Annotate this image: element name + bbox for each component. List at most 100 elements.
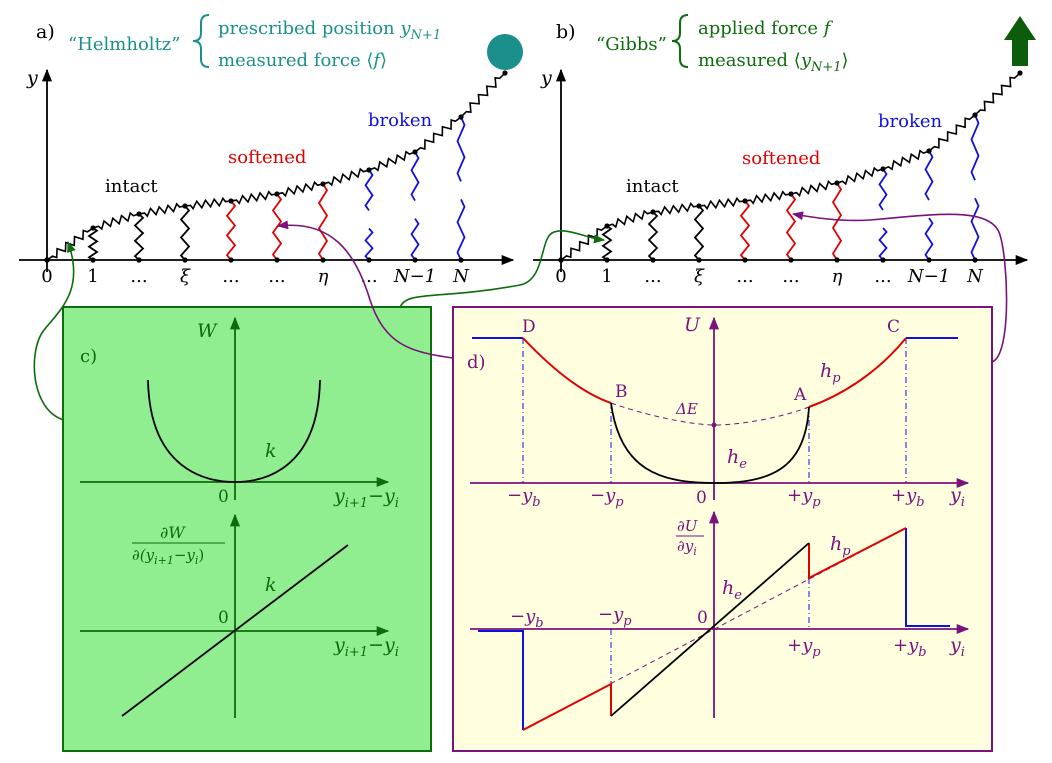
base-node [458, 257, 464, 263]
panel-d: d) U D C B A hp he ΔE 0 −yb −yp +yp +yb … [467, 314, 970, 731]
chain-node [650, 209, 656, 215]
chain-spring [928, 114, 976, 152]
chain-spring [460, 72, 506, 118]
panel-b-ensemble: “Gibbs” [596, 34, 667, 55]
chain-spring [652, 202, 700, 216]
shear-spring [601, 225, 613, 261]
chain-tick-label: ... [222, 266, 239, 287]
base-node [650, 257, 656, 263]
base-node [696, 257, 702, 263]
chain-spring [230, 190, 278, 205]
chain-node [320, 181, 326, 187]
d-tick-neg-yp: −yp [590, 485, 624, 510]
d-point-d: D [522, 317, 536, 337]
d-point-a: A [793, 385, 807, 405]
d-delta-e: ΔE [675, 400, 698, 418]
chain-tick-label: η [832, 266, 843, 287]
d-he: he [727, 446, 747, 472]
chain-spring [138, 202, 186, 218]
base-node [228, 257, 234, 263]
chain-spring [698, 196, 746, 211]
chain-y-label: y [26, 67, 38, 89]
c-bot-ylabel-num: ∂W [160, 523, 186, 542]
label-broken: broken [368, 110, 433, 131]
chain-spring [46, 227, 94, 261]
chain-node [228, 198, 234, 204]
panel-b-line1: applied force f [698, 18, 834, 39]
chain-spring [276, 180, 324, 198]
d-bot-hp: hp [830, 533, 851, 559]
d-tick-pos-yp: +yp [787, 485, 821, 510]
base-node [90, 257, 96, 263]
d-bot-tick-neg-yp: −yp [598, 604, 632, 629]
c-bot-ylabel-den: ∂(yi+1−yi) [132, 546, 204, 567]
d-origin: 0 [696, 488, 707, 508]
chain-spring [882, 149, 930, 171]
chain-tick-label: N [452, 266, 470, 287]
d-bot-broken-right [905, 528, 950, 627]
chain-spring [790, 179, 838, 198]
base-node [834, 257, 840, 263]
chain-tick-label: ... [130, 266, 147, 287]
c-top-origin: 0 [218, 487, 229, 507]
chain-spring [836, 166, 884, 186]
c-linear-force [121, 544, 349, 717]
chain-end-node [502, 70, 508, 76]
chain-tick-label: η [318, 266, 329, 287]
broken-spring-bottom [456, 198, 466, 261]
label-softened: softened [228, 147, 306, 168]
chain-node [788, 191, 794, 197]
shear-spring [831, 182, 843, 261]
chain-node [458, 114, 464, 120]
base-node [880, 257, 886, 263]
chain-spring [184, 196, 232, 211]
d-top-guides [522, 338, 907, 483]
base-node [604, 257, 610, 263]
panel-a-line2: measured force ⟨f⟩ [218, 50, 387, 71]
d-bot-he: he [722, 577, 742, 603]
label-softened: softened [742, 148, 820, 169]
chain-node [412, 149, 418, 155]
base-node [44, 257, 50, 263]
d-xlabel: yi [949, 484, 965, 510]
brace-a [192, 14, 210, 68]
chain-node [880, 166, 886, 172]
chain-tick-label: N [966, 266, 984, 287]
chain-spring [974, 72, 1021, 116]
chain-spring [606, 209, 654, 229]
connector-d-to-a [276, 220, 454, 359]
chain-node [366, 167, 372, 173]
broken-spring-bottom [364, 227, 374, 261]
chain-node [274, 191, 280, 197]
d-bot-ylabel-num: ∂U [677, 517, 699, 535]
chain-node [182, 203, 188, 209]
label-intact: intact [105, 176, 158, 197]
panel-c: c) W 0 k yi+1−yi ∂W ∂(yi+1−yi) 0 k yi+1−… [80, 316, 399, 718]
shear-spring [271, 193, 283, 261]
d-bot-guides [610, 578, 810, 684]
chain-tick-label: ... [644, 266, 661, 287]
broken-spring-bottom [924, 217, 934, 261]
chain-node [604, 223, 610, 229]
c-top-ylabel: W [197, 320, 218, 342]
chain-y-label: y [540, 67, 552, 89]
c-bot-origin: 0 [218, 608, 229, 628]
d-point-b: B [615, 382, 628, 402]
chain-tick-label: N−1 [393, 266, 436, 287]
chain-end-node [1017, 70, 1023, 76]
broken-spring-top [364, 169, 374, 212]
base-node [926, 257, 932, 263]
panel-b-header: b) “Gibbs” applied force f measured ⟨yN+… [556, 14, 1036, 75]
base-node [274, 257, 280, 263]
chain-tick-label: N−1 [907, 266, 950, 287]
chain-spring [322, 167, 370, 187]
circle-icon [487, 34, 523, 70]
d-top-ylabel: U [684, 314, 701, 336]
panel-c-tag: c) [80, 346, 97, 367]
chain-tick-label: 0 [41, 266, 52, 287]
chain-tick-label: ... [360, 266, 377, 287]
chain-node [696, 203, 702, 209]
